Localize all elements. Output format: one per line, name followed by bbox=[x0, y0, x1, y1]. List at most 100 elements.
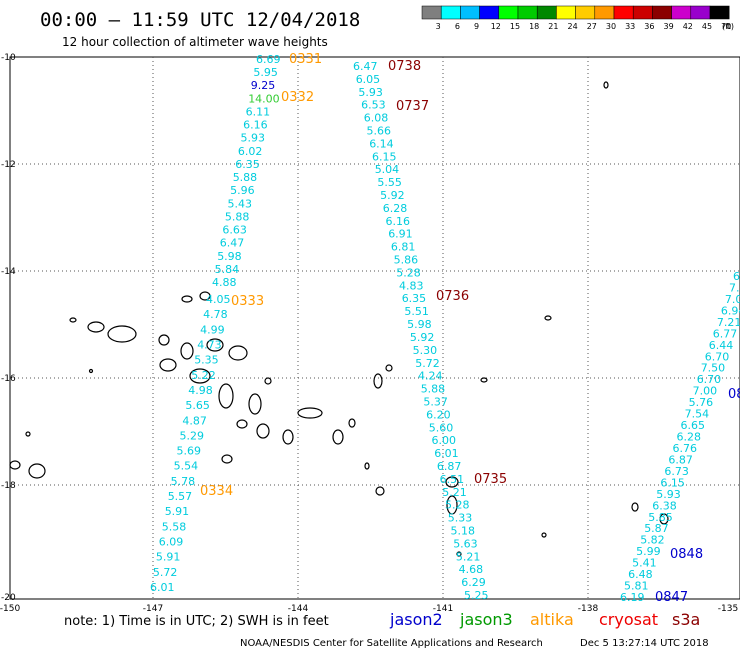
wave-height-value: 5.58 bbox=[162, 520, 187, 533]
wave-height-value: 6.28 bbox=[677, 431, 702, 444]
wave-height-value: 5.28 bbox=[445, 499, 470, 512]
wave-height-value: 6.87 bbox=[437, 460, 462, 473]
wave-height-value: 5.21 bbox=[456, 550, 481, 563]
wave-height-value: 6.38 bbox=[652, 499, 677, 512]
lat-tick-label: -20 bbox=[1, 593, 16, 603]
legend-unit: (ft) bbox=[722, 22, 734, 31]
wave-height-value: 6.70 bbox=[705, 350, 730, 363]
island-outline bbox=[541, 532, 547, 538]
wave-height-value: 5.21 bbox=[442, 486, 467, 499]
wave-height-value: 6.63 bbox=[222, 224, 247, 237]
island-outline bbox=[9, 460, 21, 470]
wave-height-value: 6.15 bbox=[372, 150, 397, 163]
wave-height-value: 5.04 bbox=[375, 163, 400, 176]
legend-swatch bbox=[536, 5, 557, 20]
legend-swatch bbox=[517, 5, 538, 20]
satellite-name: cryosat bbox=[599, 610, 658, 629]
wave-height-value: 6.01 bbox=[434, 447, 459, 460]
island-outline bbox=[236, 419, 248, 429]
wave-height-value: 6.11 bbox=[246, 106, 271, 119]
wave-height-value: 6.01 bbox=[150, 581, 175, 594]
wave-height-value: 5.91 bbox=[156, 551, 181, 564]
wave-height-value: 5.76 bbox=[689, 396, 714, 409]
wave-height-value: 5.55 bbox=[377, 176, 402, 189]
island-outline bbox=[364, 462, 370, 470]
island-outline bbox=[445, 476, 459, 488]
legend-swatch bbox=[671, 5, 692, 20]
island-outline bbox=[544, 315, 552, 321]
island-outline bbox=[332, 429, 344, 445]
pass-number-label: 08 bbox=[728, 387, 740, 402]
island-outline bbox=[107, 325, 137, 343]
legend-tick-label: 27 bbox=[587, 22, 597, 31]
wave-height-value: 5.65 bbox=[185, 399, 210, 412]
pass-number-label: 0736 bbox=[436, 289, 469, 304]
legend-tick-label: 30 bbox=[606, 22, 616, 31]
legend-swatch bbox=[440, 5, 461, 20]
wave-height-value: 6.28 bbox=[383, 202, 408, 215]
map-frame bbox=[9, 56, 740, 600]
pass-number-label: 0332 bbox=[281, 90, 314, 105]
wave-height-value: 5.88 bbox=[421, 383, 446, 396]
footer-note: note: 1) Time is in UTC; 2) SWH is in fe… bbox=[64, 614, 329, 629]
island-outline bbox=[373, 373, 383, 389]
wave-height-value: 6.20 bbox=[426, 408, 451, 421]
island-outline bbox=[159, 358, 177, 372]
wave-height-value: 6.87 bbox=[668, 453, 693, 466]
island-outline bbox=[375, 486, 385, 496]
legend-tick-label: 18 bbox=[529, 22, 539, 31]
wave-height-value: 6.08 bbox=[364, 112, 389, 125]
island-outline bbox=[189, 368, 211, 384]
island-outline bbox=[348, 418, 356, 428]
wave-height-value: 6.53 bbox=[361, 99, 386, 112]
legend-swatch bbox=[690, 5, 711, 20]
legend-tick-label: 12 bbox=[491, 22, 501, 31]
wave-height-value: 4.78 bbox=[203, 308, 228, 321]
lon-tick-label: -147 bbox=[143, 604, 163, 614]
wave-height-value: 7.21 bbox=[717, 316, 740, 329]
wave-height-value: 5.93 bbox=[656, 488, 681, 501]
island-outline bbox=[264, 377, 272, 385]
wave-height-value: 5.93 bbox=[358, 86, 383, 99]
satellite-name: s3a bbox=[672, 610, 700, 629]
wave-height-value: 6.35 bbox=[235, 158, 259, 171]
wave-height-value: 6.47 bbox=[220, 237, 245, 250]
lon-tick-label: -144 bbox=[288, 604, 309, 614]
legend-tick-label: 36 bbox=[644, 22, 654, 31]
footer-credit: NOAA/NESDIS Center for Satellite Applica… bbox=[240, 638, 543, 649]
legend-tick-label: 70 bbox=[721, 22, 731, 31]
island-outline bbox=[87, 321, 105, 333]
legend-tick-label: 3 bbox=[436, 22, 441, 31]
wave-height-value: 5.43 bbox=[228, 197, 253, 210]
wave-height-value: 5.25 bbox=[464, 589, 489, 602]
wave-height-value: 5.91 bbox=[165, 505, 190, 518]
island-outline bbox=[603, 81, 609, 89]
legend-tick-label: 24 bbox=[568, 22, 578, 31]
color-legend: 3 6 9 12 15 18 21 24 27 30 33 36 39 42 45 70(ft) bbox=[421, 5, 734, 31]
wave-height-value: 6.73 bbox=[664, 465, 689, 478]
lat-tick-label: -10 bbox=[1, 53, 16, 63]
legend-swatch bbox=[709, 5, 730, 20]
wave-height-value: 4.98 bbox=[188, 384, 213, 397]
island-outline bbox=[206, 338, 224, 352]
satellite-name: altika bbox=[530, 610, 574, 629]
wave-height-value: 5.30 bbox=[413, 344, 438, 357]
wave-height-value: 5.57 bbox=[168, 490, 193, 503]
wave-height-value: 4.99 bbox=[200, 323, 225, 336]
wave-height-value: 5.69 bbox=[177, 445, 202, 458]
satellite-name: jason3 bbox=[459, 610, 513, 629]
legend-swatch bbox=[479, 5, 500, 20]
island-outline bbox=[88, 368, 94, 374]
pass-number-label: 0738 bbox=[388, 59, 421, 74]
island-outline bbox=[385, 364, 393, 372]
legend-tick-label: 45 bbox=[702, 22, 712, 31]
island-outline bbox=[25, 431, 31, 437]
island-outline bbox=[446, 495, 458, 515]
wave-height-value: 6.81 bbox=[391, 241, 416, 254]
wave-height-value: 5.95 bbox=[253, 66, 278, 79]
wave-height-value: 7.00 bbox=[693, 385, 718, 398]
wave-height-value: 5.81 bbox=[624, 580, 649, 593]
wave-height-value: 5.22 bbox=[191, 369, 216, 382]
island-outline bbox=[659, 513, 669, 525]
wave-height-value: 6.47 bbox=[353, 60, 378, 73]
